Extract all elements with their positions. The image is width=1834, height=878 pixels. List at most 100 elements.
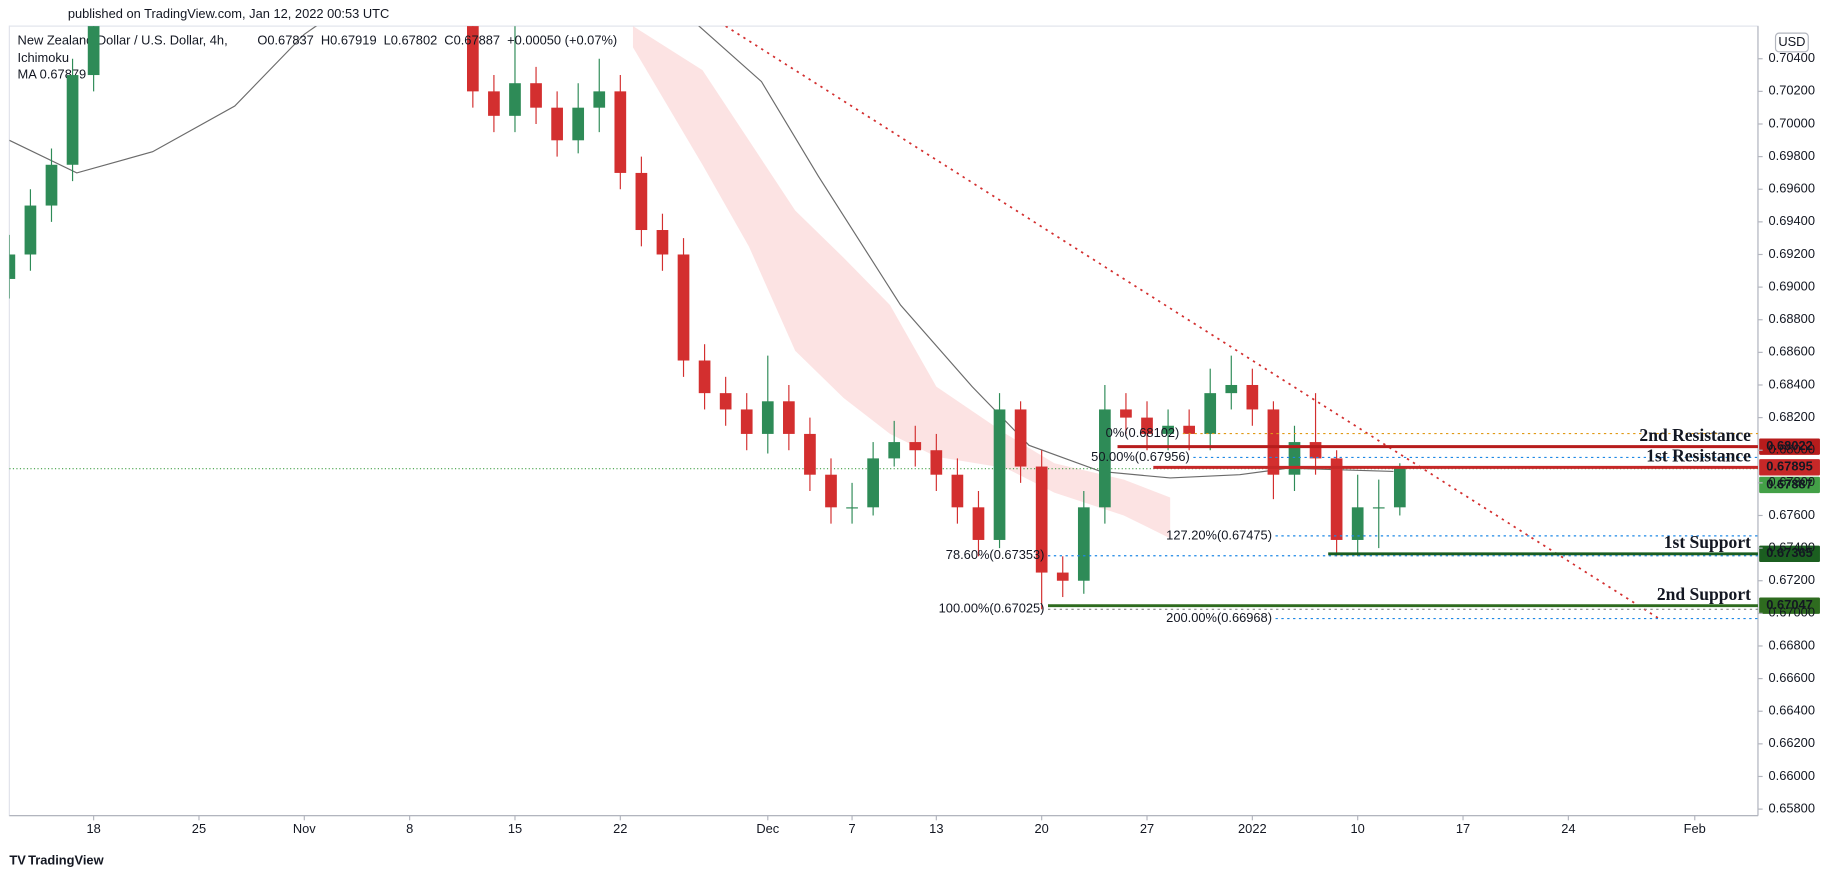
candle-body	[930, 450, 943, 475]
y-tick-label: 0.68800	[1769, 311, 1815, 326]
candle-body	[509, 83, 521, 116]
candle-body	[1077, 507, 1090, 581]
x-tick-label: 10	[1351, 821, 1365, 836]
logo: TV	[9, 853, 26, 868]
candle-body	[1267, 409, 1280, 475]
candle-body	[87, 26, 100, 76]
candle-body	[1035, 466, 1048, 573]
y-tick-label: 0.69400	[1769, 213, 1815, 228]
y-tick-label: 0.65800	[1769, 800, 1815, 815]
y-tick-label: 0.66600	[1769, 670, 1815, 685]
price-label-box	[1759, 438, 1820, 455]
candle-body	[951, 474, 964, 508]
candle-body	[66, 75, 79, 165]
candle-body	[804, 433, 816, 475]
candle-body	[593, 91, 606, 108]
candle-body	[972, 507, 985, 540]
candle-body	[993, 409, 1006, 540]
candle-body	[1309, 442, 1322, 459]
publish-note: published on TradingView.com, Jan 12, 20…	[68, 6, 389, 21]
level-name: 2nd Resistance	[1639, 425, 1751, 445]
trendline	[725, 26, 1662, 621]
candle-body	[1372, 507, 1385, 509]
candle-body	[846, 507, 858, 509]
y-tick-label: 0.67600	[1769, 507, 1815, 522]
candle-body	[825, 474, 837, 508]
ohlc-value: L0.67802	[384, 33, 438, 48]
plot	[9, 26, 1758, 621]
candle-body	[1162, 425, 1174, 434]
candle-body	[740, 409, 753, 434]
x-tick-label: 15	[508, 821, 522, 836]
candle-body	[1014, 409, 1027, 467]
y-tick-label: 0.69000	[1769, 279, 1815, 294]
ohlc-value: +0.00050 (+0.07%)	[507, 33, 617, 48]
candle-body	[1183, 425, 1195, 434]
x-tick-label: 2022	[1238, 821, 1267, 836]
ichimoku-cloud	[632, 26, 1171, 539]
candle-body	[24, 205, 37, 255]
price-label: 0.67895	[1766, 459, 1812, 474]
y-tick-label: 0.70000	[1769, 115, 1815, 130]
candle-body	[551, 107, 563, 141]
x-tick-label: Nov	[293, 821, 316, 836]
y-tick-label: 0.69800	[1769, 148, 1815, 163]
x-tick-label: 24	[1561, 821, 1575, 836]
overlay: 0%(0.68102) 50.00%(0.67956) 127.20%(0.6747…	[939, 425, 1820, 625]
y-tick-label: 0.68200	[1769, 409, 1815, 424]
y-tick-label: 0.69600	[1769, 181, 1815, 196]
y-tick-label: 0.67800	[1769, 474, 1815, 489]
y-tick-label: 0.66400	[1769, 703, 1815, 718]
symbol: New Zealand Dollar / U.S. Dollar, 4h,	[18, 33, 228, 48]
candle-body	[635, 172, 648, 231]
price-label: 0.67887	[1766, 476, 1812, 491]
price-label: 0.67047	[1766, 597, 1812, 612]
x-tick-label: 7	[848, 821, 855, 836]
y-tick-label: 0.69200	[1769, 246, 1815, 261]
candle-body	[656, 230, 669, 255]
candle-body	[677, 254, 690, 361]
level-name: 2nd Support	[1657, 584, 1751, 604]
candle-body	[888, 442, 901, 459]
x-tick-label: Dec	[756, 821, 779, 836]
candle-body	[783, 401, 795, 434]
fib-label: 78.60%(0.67353)	[946, 547, 1045, 562]
candle-body	[719, 393, 732, 410]
price-label: 0.68022	[1766, 438, 1812, 453]
candle-body	[1099, 409, 1111, 508]
candle-body	[1120, 409, 1132, 418]
y-tick-label: 0.67000	[1769, 605, 1815, 620]
candle-body	[466, 26, 479, 92]
x-tick-label: 17	[1456, 821, 1470, 836]
indicator: Ichimoku	[18, 50, 69, 65]
price-label-box	[1759, 597, 1820, 614]
price-label-box	[1759, 476, 1820, 494]
fib-label: 50.00%(0.67956)	[1091, 449, 1190, 464]
candle-body	[488, 91, 500, 116]
y-tick-label: 0.68600	[1769, 344, 1815, 359]
y-tick-label: 0.70200	[1769, 83, 1815, 98]
y-tick-label: 0.66200	[1769, 735, 1815, 750]
ohlc-value: C0.67887	[444, 33, 500, 48]
candle-body	[1225, 384, 1238, 394]
candle-body	[45, 164, 58, 206]
level-name: 1st Support	[1664, 532, 1751, 552]
candle-body	[1246, 384, 1259, 410]
candle-body	[1056, 572, 1069, 581]
currency-box	[1774, 32, 1809, 53]
y-tick-label: 0.66000	[1769, 768, 1815, 783]
x-tick-label: 22	[613, 821, 627, 836]
candle-body	[9, 254, 16, 279]
price-label-box	[1759, 459, 1820, 476]
candle-body	[1351, 507, 1364, 540]
x-tick-label: Feb	[1684, 821, 1706, 836]
y-tick-label: 0.67200	[1769, 572, 1815, 587]
x-tick-label: 13	[929, 821, 943, 836]
footer: TradingView	[28, 853, 105, 868]
candle-body	[1393, 468, 1406, 508]
candle-body	[698, 360, 711, 394]
currency: USD	[1778, 34, 1805, 49]
candle-body	[1288, 442, 1301, 475]
